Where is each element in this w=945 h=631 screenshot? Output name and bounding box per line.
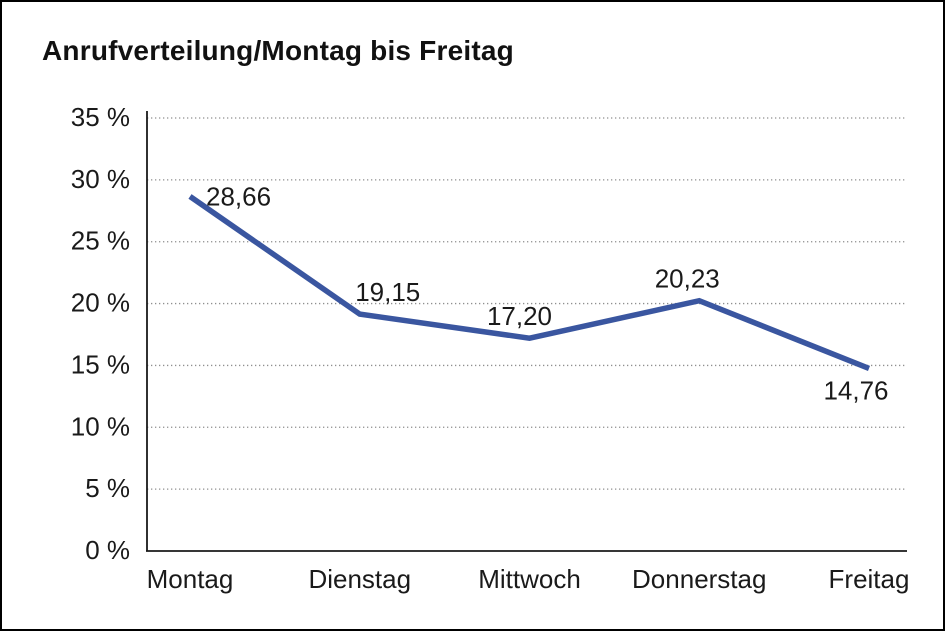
data-point-label: 20,23 xyxy=(655,264,720,294)
y-tick-label: 0 % xyxy=(85,535,130,565)
y-tick-label: 25 % xyxy=(71,226,130,256)
x-category-label: Montag xyxy=(147,564,234,594)
x-category-label: Dienstag xyxy=(308,564,411,594)
x-category-label: Donnerstag xyxy=(632,564,766,594)
data-point-label: 28,66 xyxy=(206,181,271,211)
chart-title: Anrufverteilung/Montag bis Freitag xyxy=(42,35,514,66)
y-tick-label: 15 % xyxy=(71,349,130,379)
data-point-label: 14,76 xyxy=(823,375,888,405)
y-tick-label: 10 % xyxy=(71,411,130,441)
x-category-label: Mittwoch xyxy=(478,564,581,594)
y-tick-label: 20 % xyxy=(71,288,130,318)
series-line xyxy=(188,194,871,371)
y-tick-label: 5 % xyxy=(85,473,130,503)
data-point-label: 19,15 xyxy=(355,277,420,307)
y-tick-label: 35 % xyxy=(71,102,130,132)
x-category-label: Freitag xyxy=(829,564,910,594)
y-tick-label: 30 % xyxy=(71,164,130,194)
data-point-label: 17,20 xyxy=(487,301,552,331)
